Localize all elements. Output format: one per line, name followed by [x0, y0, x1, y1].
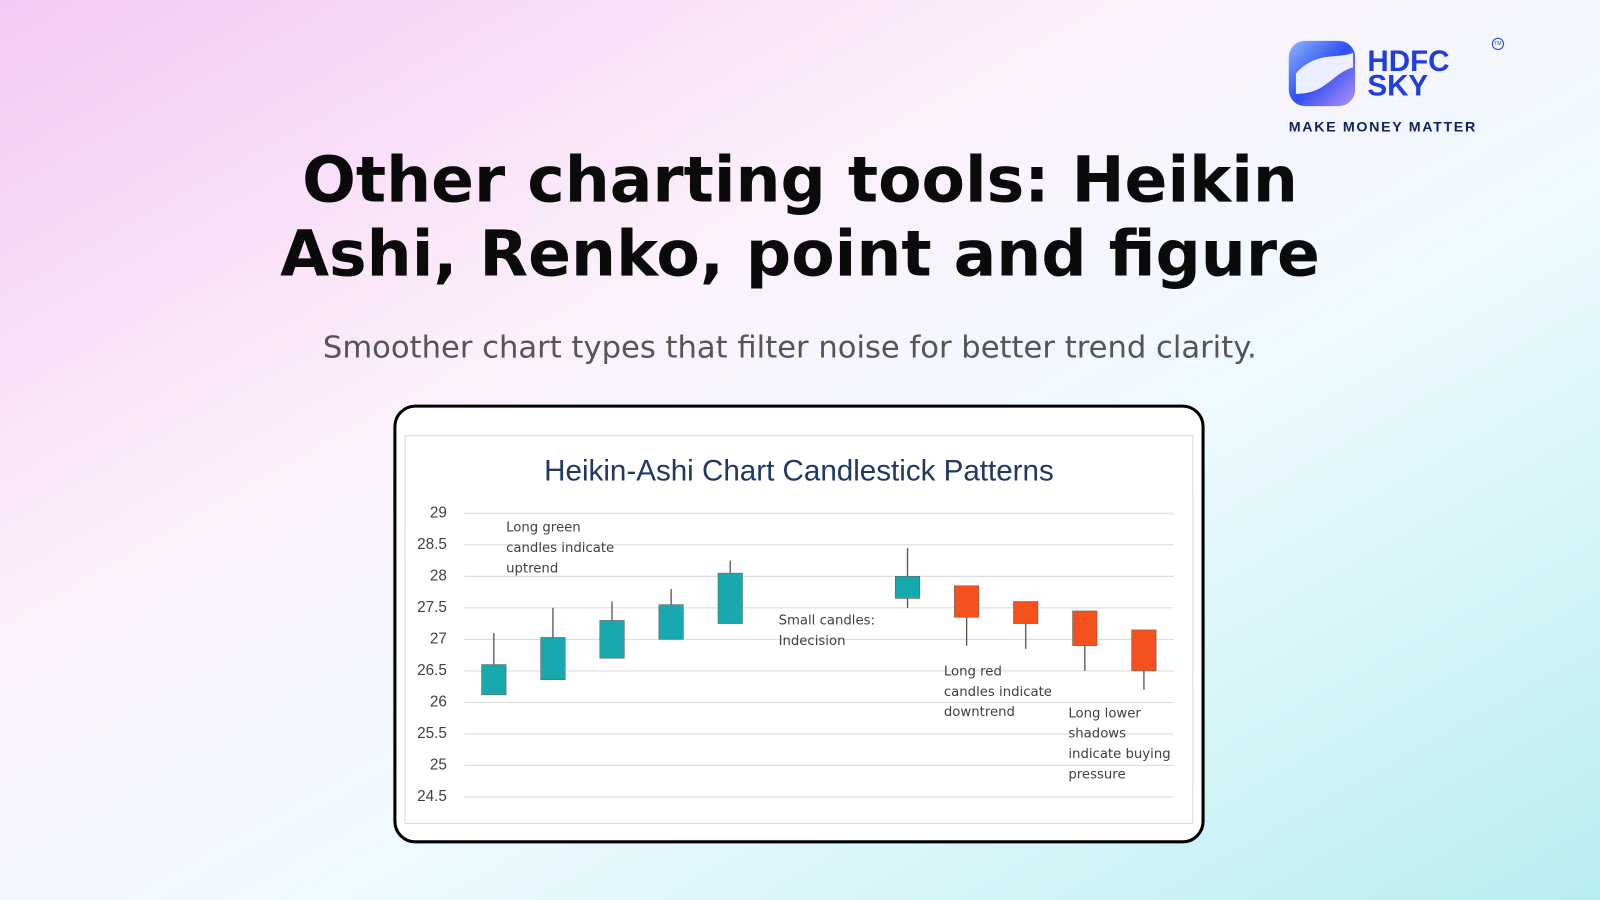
title: Other charting tools: Heikin: [302, 142, 1298, 216]
chart-frame: [404, 435, 1194, 824]
annotation: uptrend: [506, 561, 558, 576]
subtitle: Smoother chart types that filter noise f…: [323, 330, 1257, 365]
y-tick-label: 28: [430, 567, 447, 584]
candle-body: [1131, 629, 1157, 672]
y-tick-label: 25.5: [417, 725, 447, 742]
chart-title: Heikin-Ashi Chart Candlestick Patterns: [544, 454, 1054, 487]
candle-body: [894, 575, 921, 599]
logo: HDFC SKY TM MAKE MONEY MATTER: [1288, 37, 1505, 135]
annotation: Indecision: [779, 634, 846, 649]
annotation: candles indicate: [944, 685, 1052, 700]
candle-body: [481, 664, 507, 696]
annotation: shadows: [1068, 727, 1126, 742]
trademark-circle: [1491, 37, 1505, 50]
y-tick-label: 29: [430, 504, 447, 521]
y-tick-label: 26.5: [417, 662, 447, 679]
annotation: Long red: [944, 664, 1002, 679]
candle-body: [1013, 601, 1039, 624]
y-tick-label: 27: [430, 630, 447, 647]
y-tick-label: 26: [430, 693, 447, 710]
annotation: downtrend: [944, 705, 1015, 720]
y-tick-label: 28.5: [417, 536, 447, 553]
candle-body: [540, 637, 566, 680]
candle-body: [717, 572, 743, 624]
annotation: pressure: [1068, 767, 1125, 782]
plot: 24.5 25 25.5 26 26.5 27 27.5 28 28.5 29 Long green…: [417, 504, 1174, 805]
y-tick-label: 27.5: [417, 599, 447, 616]
annotation: Small candles:: [779, 613, 875, 628]
brand-name: SKY: [1367, 70, 1428, 103]
tagline: MAKE MONEY MATTER: [1289, 119, 1477, 135]
annotation: candles indicate: [506, 541, 614, 556]
brand-name: HDFC: [1367, 45, 1449, 78]
trademark: TM: [1494, 41, 1501, 47]
candle-body: [658, 604, 684, 640]
candle-body: [599, 620, 625, 659]
y-tick-label: 25: [430, 756, 447, 773]
candle-body: [1072, 610, 1098, 646]
candle-body: [954, 585, 980, 618]
y-tick-label: 24.5: [417, 788, 447, 805]
annotation: Long lower: [1068, 706, 1141, 721]
annotation: Long green: [506, 521, 581, 536]
logo-swoosh: [1295, 53, 1354, 94]
title: Ashi, Renko, point and figure: [280, 217, 1320, 291]
annotation: indicate buying: [1068, 747, 1170, 762]
